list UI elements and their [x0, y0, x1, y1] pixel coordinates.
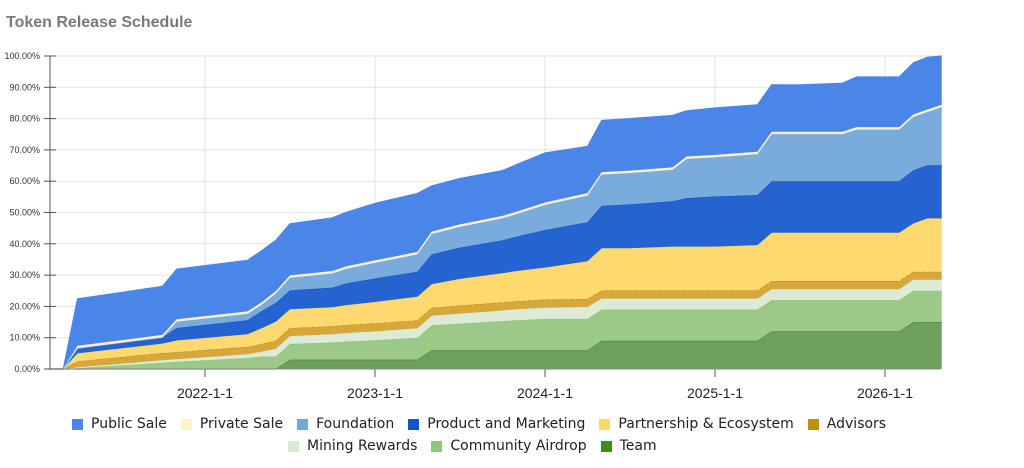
x-tick-label: 2024-1-1 — [517, 385, 573, 401]
x-tick-label: 2023-1-1 — [347, 385, 403, 401]
y-tick-label: 40.00% — [9, 239, 40, 249]
legend-swatch-icon — [297, 418, 309, 430]
legend-item[interactable]: Advisors — [807, 416, 887, 432]
y-tick-label: 90.00% — [9, 82, 40, 92]
area-mining-rewards — [49, 279, 942, 369]
area-community-airdrop — [49, 290, 942, 369]
legend-label: Foundation — [316, 416, 395, 432]
stacked-area-chart: 0.00% 10.00% 20.00% 30.00% 40.00% 50.00% 60.00… — [4, 51, 942, 401]
legend-label: Partnership & Ecosystem — [618, 416, 794, 432]
line-public-sale — [49, 55, 942, 370]
x-tick-label: 2026-1-1 — [857, 385, 913, 401]
y-tick-label: 70.00% — [9, 145, 40, 155]
x-axis-ticks: 2022-1-1 2023-1-1 2024-1-1 2025-1-1 2026-1-1 — [177, 385, 913, 401]
y-tick-label: 30.00% — [9, 270, 40, 280]
y-tick-label: 0.00% — [14, 364, 40, 374]
y-tick-label: 20.00% — [9, 301, 40, 311]
legend-label: Mining Rewards — [307, 438, 418, 454]
area-public-sale — [49, 56, 942, 369]
y-axis-ticks: 0.00% 10.00% 20.00% 30.00% 40.00% 50.00% 60.00… — [4, 51, 40, 374]
legend-label: Product and Marketing — [427, 416, 586, 432]
area-partnership-ecosystem — [49, 218, 942, 369]
legend-item[interactable]: Team — [600, 438, 657, 454]
chart-title: Token Release Schedule — [6, 14, 193, 31]
legend-row-1: Public Sale Private Sale Foundation Product… — [72, 416, 900, 432]
y-tick-label: 80.00% — [9, 114, 40, 124]
area-series — [49, 55, 942, 370]
legend-label: Team — [619, 438, 657, 454]
y-tick-label: 60.00% — [9, 176, 40, 186]
axes — [44, 55, 940, 377]
y-tick-label: 100.00% — [4, 51, 40, 61]
legend-swatch-icon — [288, 440, 299, 452]
legend-swatch-icon — [599, 418, 611, 430]
y-tick-label: 50.00% — [9, 208, 40, 218]
area-product-and-marketing — [49, 165, 942, 369]
legend-item[interactable]: Partnership & Ecosystem — [599, 416, 794, 432]
legend-item[interactable]: Private Sale — [180, 416, 284, 432]
x-tick-label: 2025-1-1 — [687, 385, 743, 401]
legend-swatch-icon — [72, 418, 83, 430]
legend-label: Advisors — [826, 416, 887, 432]
legend-item[interactable]: Product and Marketing — [408, 416, 585, 432]
area-foundation — [49, 107, 942, 370]
legend-label: Community Airdrop — [450, 438, 587, 454]
legend-swatch-icon — [600, 440, 612, 452]
legend-swatch-icon — [431, 440, 443, 452]
legend-swatch-icon — [180, 418, 192, 430]
y-tick-label: 10.00% — [9, 333, 40, 343]
area-advisors — [49, 271, 942, 369]
x-tick-label: 2022-1-1 — [177, 385, 233, 401]
legend-item[interactable]: Community Airdrop — [431, 438, 587, 454]
legend-label: Public Sale — [91, 416, 167, 432]
area-team — [49, 322, 942, 369]
legend-row-2: Mining Rewards Community Airdrop Team — [288, 438, 671, 454]
legend-swatch-icon — [807, 418, 819, 430]
legend-item[interactable]: Foundation — [297, 416, 394, 432]
legend-swatch-icon — [408, 418, 420, 430]
legend-item[interactable]: Mining Rewards — [288, 438, 417, 454]
legend-item[interactable]: Public Sale — [72, 416, 167, 432]
legend-label: Private Sale — [199, 416, 284, 432]
